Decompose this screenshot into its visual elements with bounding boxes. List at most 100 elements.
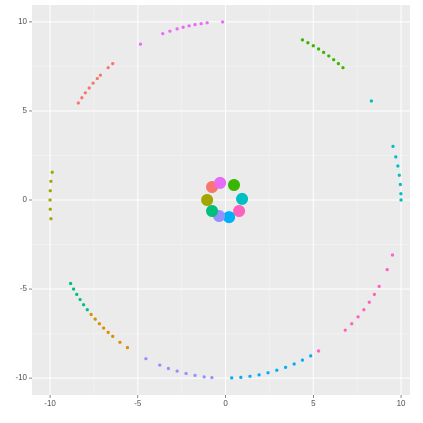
x-tick-label: 5 <box>311 399 316 408</box>
point <box>394 155 398 159</box>
point <box>385 268 389 272</box>
point <box>193 22 197 27</box>
point <box>350 322 354 326</box>
point <box>283 365 288 369</box>
point <box>327 54 331 58</box>
point <box>220 20 225 24</box>
point <box>80 96 84 100</box>
point <box>372 292 376 296</box>
point <box>399 192 403 196</box>
point <box>111 61 115 66</box>
point <box>166 366 170 371</box>
point <box>87 86 91 90</box>
point <box>300 358 305 362</box>
point <box>398 182 402 187</box>
point <box>199 22 203 26</box>
point <box>106 330 110 334</box>
point <box>248 374 252 378</box>
y-tick-label: -5 <box>20 284 28 293</box>
point <box>118 340 122 344</box>
point <box>300 38 305 42</box>
point <box>311 44 315 48</box>
point <box>205 21 209 25</box>
point <box>71 287 76 291</box>
point <box>322 50 326 54</box>
point <box>391 144 395 148</box>
center-point <box>236 192 249 205</box>
point <box>367 300 371 304</box>
point <box>101 326 106 330</box>
point <box>210 375 214 380</box>
point <box>161 32 165 36</box>
point <box>91 81 95 85</box>
center-point <box>201 194 214 206</box>
point <box>85 308 89 312</box>
point <box>184 371 188 376</box>
center-point <box>214 176 227 189</box>
point <box>76 101 80 105</box>
point <box>49 217 53 221</box>
point <box>125 346 130 350</box>
center-point <box>233 205 246 218</box>
point <box>144 357 148 361</box>
point <box>309 354 313 358</box>
point <box>106 66 110 70</box>
point <box>362 308 366 312</box>
point <box>49 179 53 183</box>
point <box>98 73 103 77</box>
point <box>111 334 115 339</box>
point <box>341 66 345 70</box>
point <box>397 173 401 177</box>
point <box>316 349 321 353</box>
y-tick-label: 10 <box>18 17 27 26</box>
point <box>50 170 54 174</box>
x-tick-label: -10 <box>44 399 56 408</box>
point <box>257 373 261 377</box>
point <box>48 198 52 202</box>
point <box>187 24 191 28</box>
point <box>95 76 99 81</box>
center-point <box>223 211 236 224</box>
point <box>193 373 197 378</box>
point <box>239 375 243 379</box>
point <box>48 207 52 211</box>
point <box>292 362 296 366</box>
point <box>369 99 373 103</box>
point <box>316 47 321 51</box>
x-tick-label: -5 <box>134 399 142 408</box>
y-tick-label: 0 <box>23 195 28 204</box>
point <box>202 375 206 379</box>
point <box>93 317 97 321</box>
point <box>336 61 341 66</box>
point <box>306 41 310 45</box>
point <box>396 164 400 168</box>
point <box>275 368 279 372</box>
point <box>138 42 143 46</box>
y-tick-label: -10 <box>15 373 27 382</box>
point <box>343 328 347 332</box>
point <box>158 363 162 367</box>
point <box>181 25 185 29</box>
x-tick-label: 10 <box>397 399 406 408</box>
point <box>48 189 52 193</box>
point <box>266 371 270 375</box>
point <box>356 315 360 319</box>
point <box>390 253 395 257</box>
point <box>377 284 381 288</box>
point <box>230 376 234 380</box>
center-point <box>227 179 240 192</box>
point <box>332 58 336 62</box>
y-tick-label: 5 <box>23 106 28 115</box>
point <box>89 312 93 317</box>
point <box>81 303 86 307</box>
point <box>175 369 179 373</box>
point <box>78 297 82 302</box>
point <box>168 29 172 33</box>
point <box>75 292 79 296</box>
point <box>69 281 73 286</box>
point <box>83 91 87 95</box>
center-point <box>206 205 219 218</box>
x-tick-label: 0 <box>223 399 228 408</box>
point <box>399 198 403 202</box>
